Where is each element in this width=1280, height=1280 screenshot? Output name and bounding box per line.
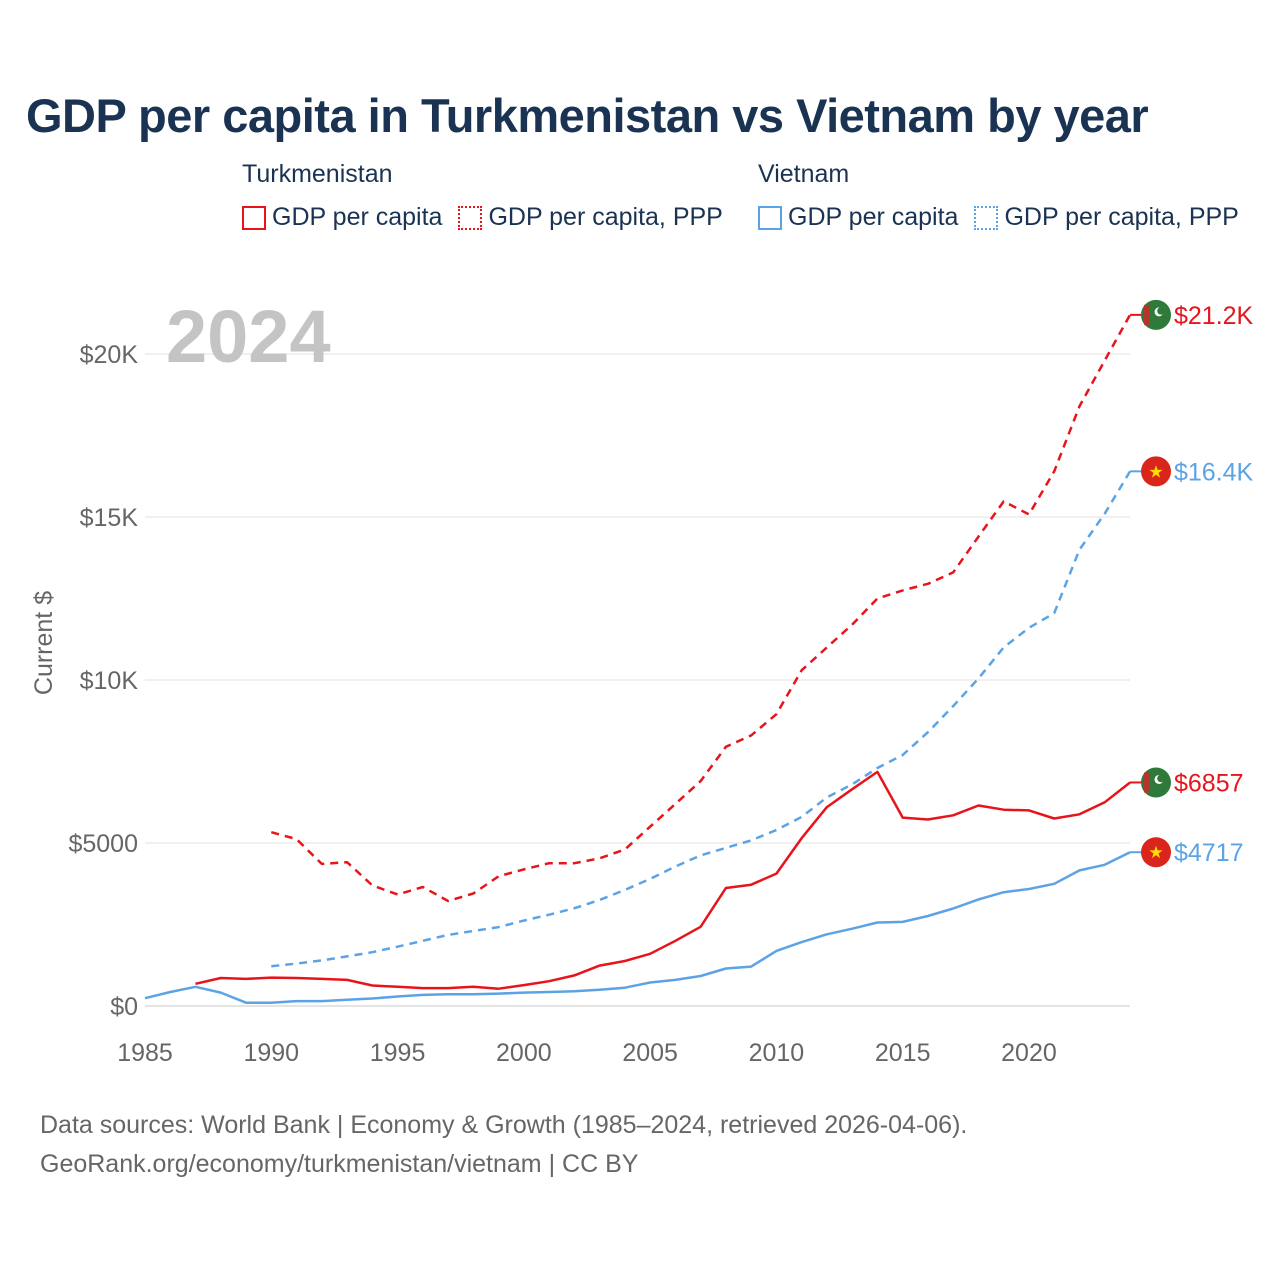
legend-group-turkmenistan: Turkmenistan GDP per capita GDP per capi…	[242, 160, 723, 232]
legend-country-label: Turkmenistan	[242, 160, 393, 188]
legend-swatch-solid-icon	[242, 205, 266, 230]
chart-title: GDP per capita in Turkmenistan vs Vietna…	[26, 89, 1149, 142]
flag-crescent-cut	[1157, 774, 1165, 783]
legend-item-label: GDP per capita, PPP	[1004, 203, 1239, 231]
legend-item-label: GDP per capita	[272, 203, 443, 231]
legend-swatch-dotted-icon	[974, 205, 999, 230]
x-tick-label: 1990	[243, 1039, 299, 1067]
x-tick-label: 1985	[117, 1039, 173, 1067]
legend-item-label: GDP per capita	[788, 203, 959, 231]
x-tick-label: 2000	[496, 1039, 552, 1067]
footer-sources: Data sources: World Bank | Economy & Gro…	[40, 1111, 968, 1139]
legend-country-label: Vietnam	[758, 160, 850, 188]
x-tick-label: 2020	[1001, 1039, 1057, 1067]
legend-swatch-solid-icon	[758, 205, 782, 230]
x-tick-label: 2005	[622, 1039, 678, 1067]
y-tick-label: $0	[110, 993, 138, 1021]
y-axis-label: Current $	[30, 591, 58, 695]
y-tick-label: $20K	[80, 341, 139, 369]
legend-item-turkmenistan-gdp-ppp[interactable]: GDP per capita, PPP	[458, 203, 723, 232]
flag-star-icon: ★	[1148, 462, 1163, 482]
year-watermark: 2024	[166, 295, 331, 378]
y-tick-label: $5000	[68, 830, 138, 858]
x-tick-label: 2010	[749, 1039, 805, 1067]
flag-crescent-cut	[1157, 307, 1165, 315]
end-value-label: $16.4K	[1174, 458, 1254, 486]
series-line	[195, 770, 1131, 990]
series-line	[270, 314, 1132, 903]
legend-item-vietnam-gdp-ppp[interactable]: GDP per capita, PPP	[974, 203, 1239, 232]
x-tick-label: 2015	[875, 1039, 931, 1067]
series-line	[144, 851, 1131, 1004]
legend-group-vietnam: Vietnam GDP per capita GDP per capita, P…	[758, 160, 1239, 232]
end-value-label: $4717	[1174, 839, 1244, 867]
flag-star-icon: ★	[1148, 843, 1163, 863]
series-line	[271, 470, 1132, 968]
vietnam-flag-icon	[1141, 837, 1171, 868]
footer: Data sources: World Bank | Economy & Gro…	[40, 1106, 967, 1184]
end-value-label: $6857	[1174, 769, 1244, 797]
end-value-label: $21.2K	[1174, 302, 1254, 330]
y-tick-label: $15K	[80, 504, 139, 532]
legend-swatch-dotted-icon	[458, 205, 483, 230]
legend-item-label: GDP per capita, PPP	[488, 203, 723, 231]
flag-stripe-icon	[1144, 304, 1150, 325]
x-tick-label: 1995	[370, 1039, 426, 1067]
legend-item-vietnam-gdp[interactable]: GDP per capita	[758, 203, 958, 232]
vietnam-flag-icon	[1141, 456, 1171, 487]
footer-link[interactable]: GeoRank.org/economy/turkmenistan/vietnam…	[40, 1150, 639, 1178]
flag-stripe-icon	[1144, 772, 1150, 793]
legend-item-turkmenistan-gdp[interactable]: GDP per capita	[242, 203, 442, 232]
y-tick-label: $10K	[80, 667, 139, 695]
